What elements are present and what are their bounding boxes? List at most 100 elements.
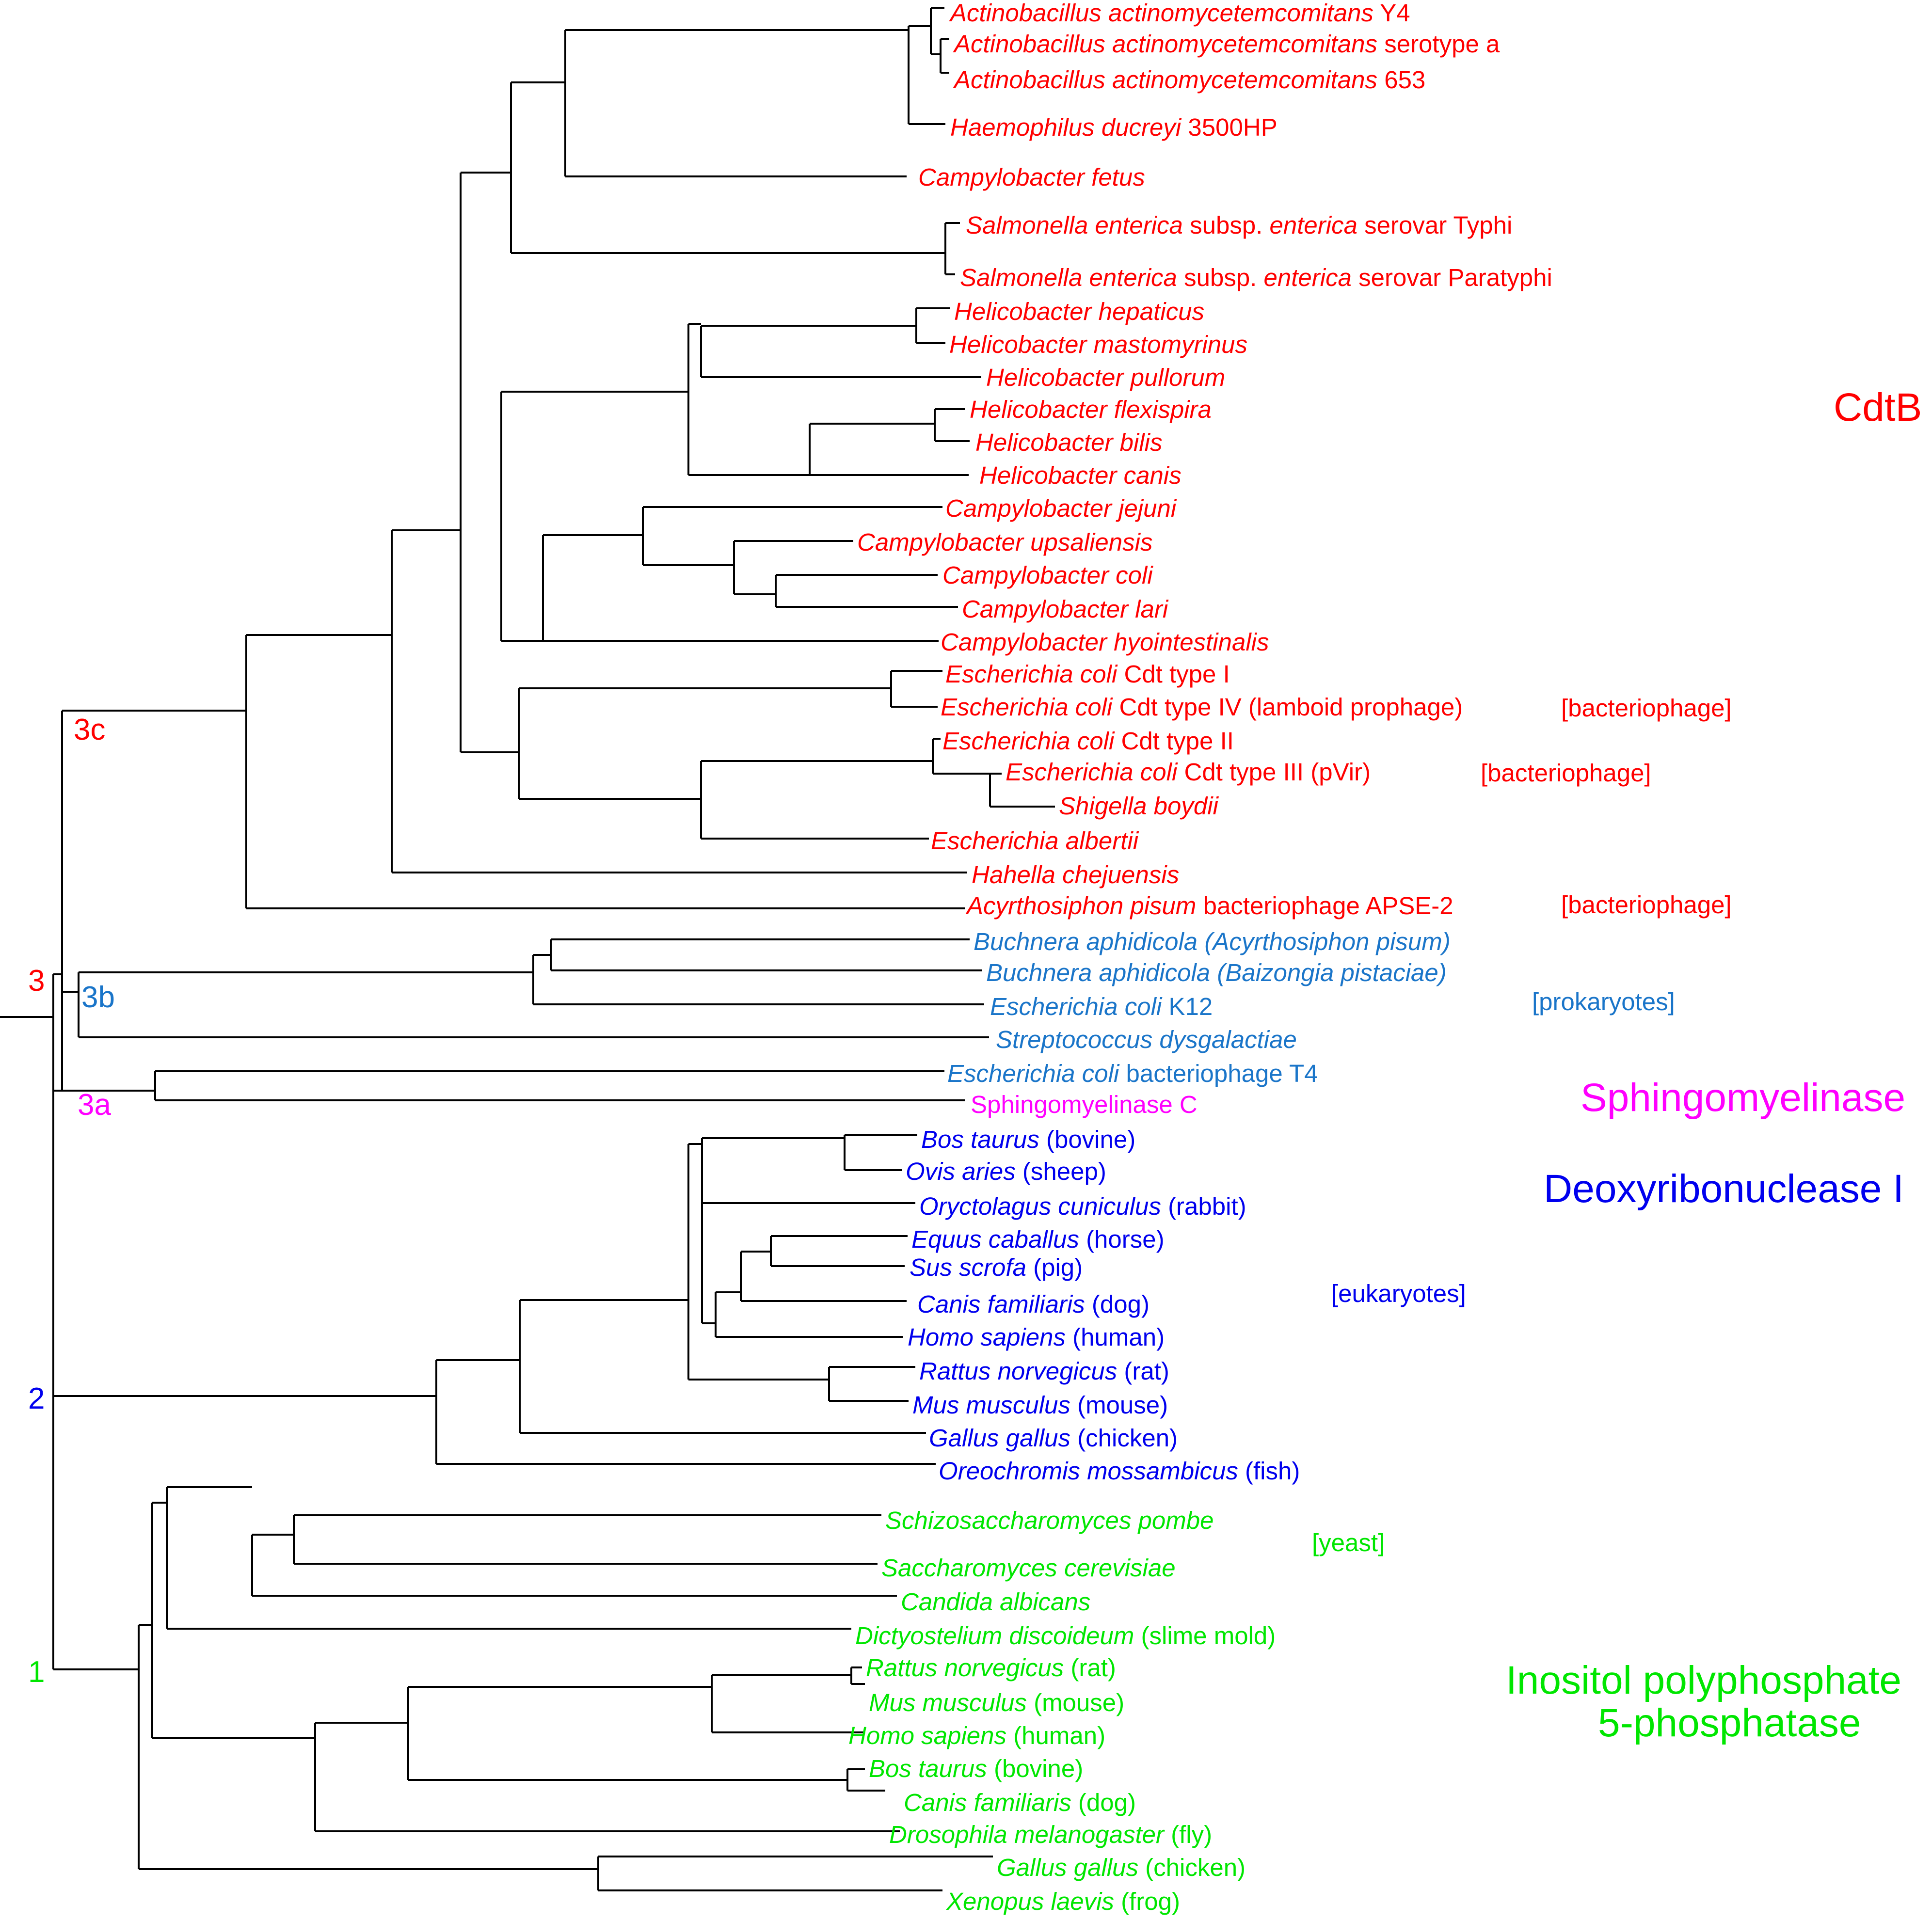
leaf-label: Bos taurus (bovine) xyxy=(869,1755,1083,1782)
taxon-suffix: K12 xyxy=(1162,993,1213,1020)
taxon-name-italic: Oryctolagus cuniculus xyxy=(919,1192,1161,1220)
taxon-suffix: (sheep) xyxy=(1016,1158,1106,1185)
leaf-label: Schizosaccharomyces pombe xyxy=(885,1507,1213,1534)
taxon-suffix: (fish) xyxy=(1238,1457,1300,1485)
leaf-label: Homo sapiens (human) xyxy=(908,1323,1165,1351)
node-label-2: 2 xyxy=(28,1382,45,1415)
taxon-name-italic: Buchnera aphidicola (Baizongia pistaciae… xyxy=(986,959,1447,986)
leaf-label: Actinobacillus actinomycetemcomitans ser… xyxy=(953,30,1500,58)
leaf-label: Helicobacter pullorum xyxy=(986,364,1225,391)
taxon-name-italic: Equus caballus xyxy=(911,1225,1079,1253)
taxon-suffix: (rat) xyxy=(1117,1357,1169,1385)
leaf-label: Escherichia coli Cdt type III (pVir) xyxy=(1006,758,1371,786)
taxon-name-italic: Helicobacter pullorum xyxy=(986,364,1225,391)
taxon-name-italic: Campylobacter coli xyxy=(942,561,1153,589)
taxon-name-italic: Helicobacter flexispira xyxy=(970,396,1212,423)
taxon-name-italic: Hahella chejuensis xyxy=(972,861,1179,889)
leaf-label: Sphingomyelinase C xyxy=(971,1091,1198,1118)
leaf-label: Shigella boydii xyxy=(1059,792,1219,820)
taxon-name-italic: Homo sapiens xyxy=(848,1722,1006,1749)
taxon-name-italic: Gallus gallus xyxy=(997,1854,1138,1881)
taxon-suffix: (chicken) xyxy=(1138,1854,1245,1881)
taxon-suffix: subsp. xyxy=(1177,264,1264,291)
taxon-suffix: (slime mold) xyxy=(1134,1622,1276,1650)
leaf-label: Oreochromis mossambicus (fish) xyxy=(939,1457,1300,1485)
taxon-suffix: (human) xyxy=(1066,1323,1165,1351)
leaf-label: Campylobacter fetus xyxy=(918,163,1145,191)
category-bacteriophage: [bacteriophage] xyxy=(1561,891,1732,919)
leaf-label: Buchnera aphidicola (Acyrthosiphon pisum… xyxy=(974,928,1451,955)
taxon-name-italic: Campylobacter upsaliensis xyxy=(857,528,1152,556)
leaf-label: Escherichia coli Cdt type IV (lamboid pr… xyxy=(941,693,1463,721)
taxon-suffix: (bovine) xyxy=(987,1755,1083,1782)
group-label-inositol: Inositol polyphosphate xyxy=(1506,1658,1901,1702)
node-label-3: 3 xyxy=(28,964,45,998)
taxon-name-italic: enterica xyxy=(1270,211,1357,239)
leaf-label: Rattus norvegicus (rat) xyxy=(919,1357,1169,1385)
taxon-name-italic: Canis familiaris xyxy=(904,1789,1071,1816)
leaf-label: Actinobacillus actinomycetemcomitans Y4 xyxy=(949,0,1410,27)
taxon-name-italic: Actinobacillus actinomycetemcomitans xyxy=(953,30,1377,58)
taxon-name-italic: Sus scrofa xyxy=(910,1254,1026,1281)
taxon-name-italic: Escherichia coli xyxy=(990,993,1163,1020)
taxon-suffix: serotype a xyxy=(1377,30,1500,58)
leaf-label: Saccharomyces cerevisiae xyxy=(881,1554,1176,1582)
leaf-label: Rattus norvegicus (rat) xyxy=(866,1654,1116,1682)
taxon-suffix: bacteriophage T4 xyxy=(1119,1060,1318,1087)
leaf-label: Mus musculus (mouse) xyxy=(869,1689,1124,1716)
taxon-name-italic: Mus musculus xyxy=(912,1391,1070,1419)
leaf-label: Gallus gallus (chicken) xyxy=(929,1424,1178,1452)
taxon-suffix: 3500HP xyxy=(1181,113,1277,141)
leaf-label: Helicobacter bilis xyxy=(975,428,1163,456)
leaf-label: Homo sapiens (human) xyxy=(848,1722,1105,1749)
taxon-name-italic: Salmonella enterica xyxy=(966,211,1183,239)
taxon-name-italic: Streptococcus dysgalactiae xyxy=(996,1026,1297,1053)
node-labels: 3 3c 3b 3a 2 1 xyxy=(28,713,115,1689)
taxon-suffix: (rat) xyxy=(1064,1654,1116,1682)
taxon-suffix: (human) xyxy=(1006,1722,1105,1749)
node-label-3a: 3a xyxy=(78,1088,111,1122)
taxon-name-italic: Xenopus laevis xyxy=(946,1888,1114,1915)
taxon-suffix: Cdt type I xyxy=(1117,660,1229,688)
taxon-suffix: Cdt type III (pVir) xyxy=(1177,758,1371,786)
taxon-name-italic: Escherichia coli xyxy=(941,693,1113,721)
leaf-label: Helicobacter canis xyxy=(979,461,1182,489)
category-prokaryotes: [prokaryotes] xyxy=(1532,988,1675,1016)
category-bacteriophage: [bacteriophage] xyxy=(1481,759,1651,787)
leaf-label: Helicobacter mastomyrinus xyxy=(949,331,1247,358)
taxon-name-italic: Escherichia coli xyxy=(945,660,1118,688)
group-label-sphingomyelinase: Sphingomyelinase xyxy=(1581,1076,1905,1120)
taxon-suffix: Cdt type IV (lamboid prophage) xyxy=(1112,693,1463,721)
taxon-name-italic: Helicobacter canis xyxy=(979,461,1182,489)
taxon-name-italic: Escherichia coli xyxy=(942,727,1115,755)
leaf-label: Campylobacter lari xyxy=(962,595,1169,623)
taxon-name-italic: Bos taurus xyxy=(869,1755,987,1782)
leaf-label: Dictyostelium discoideum (slime mold) xyxy=(855,1622,1276,1650)
taxon-suffix: Cdt type II xyxy=(1114,727,1234,755)
leaf-label: Hahella chejuensis xyxy=(972,861,1179,889)
taxon-name-italic: Drosophila melanogaster xyxy=(889,1821,1165,1848)
taxon-suffix: serovar Typhi xyxy=(1357,211,1512,239)
leaf-label: Escherichia albertii xyxy=(931,827,1139,855)
leaf-label: Oryctolagus cuniculus (rabbit) xyxy=(919,1192,1246,1220)
leaf-label: Escherichia coli K12 xyxy=(990,993,1213,1020)
group-label-cdtb: CdtB xyxy=(1834,385,1922,429)
taxon-name-italic: Escherichia coli xyxy=(947,1060,1120,1087)
taxon-name-italic: Candida albicans xyxy=(901,1588,1090,1616)
taxon-name-italic: Gallus gallus xyxy=(929,1424,1070,1452)
leaf-label: Salmonella enterica subsp. enterica sero… xyxy=(966,211,1512,239)
taxon-name-italic: Rattus norvegicus xyxy=(866,1654,1064,1682)
taxon-name-italic: Campylobacter fetus xyxy=(918,163,1145,191)
group-label-deoxyribonuclease: Deoxyribonuclease I xyxy=(1544,1167,1904,1211)
leaf-label: Escherichia coli bacteriophage T4 xyxy=(947,1060,1318,1087)
leaf-label: Drosophila melanogaster (fly) xyxy=(889,1821,1212,1848)
group-labels: CdtB Sphingomyelinase Deoxyribonuclease … xyxy=(1506,385,1922,1745)
tree-branches xyxy=(0,7,1055,1891)
taxon-suffix: (dog) xyxy=(1071,1789,1136,1816)
taxon-name-italic: Actinobacillus actinomycetemcomitans xyxy=(953,66,1377,94)
group-label-inositol-2: 5-phosphatase xyxy=(1598,1701,1861,1745)
taxon-suffix: (rabbit) xyxy=(1161,1192,1246,1220)
taxon-suffix: (dog) xyxy=(1085,1290,1150,1318)
taxon-name-italic: Acyrthosiphon pisum xyxy=(965,892,1196,920)
